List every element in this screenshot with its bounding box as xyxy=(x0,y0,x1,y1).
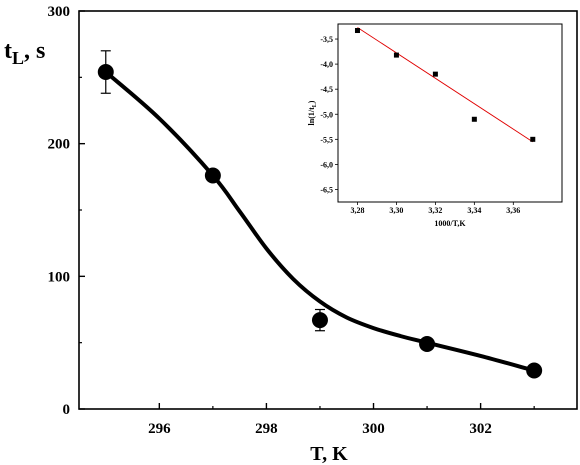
main-data-point xyxy=(204,167,221,184)
inset-plot-frame xyxy=(337,23,563,203)
main-y-tick-label: 100 xyxy=(48,269,71,285)
main-axis-ticks: 296 298 300 302 0 100 200 300 xyxy=(48,4,535,437)
inset-data-point xyxy=(354,28,360,34)
inset-x-tick-label: 3,32 xyxy=(428,206,442,215)
inset-y-tick-label: -5,5 xyxy=(320,135,333,144)
inset-x-tick-label: 3,28 xyxy=(350,206,364,215)
main-x-tick-label: 298 xyxy=(255,421,278,437)
inset-data-point xyxy=(432,71,438,77)
main-data-point xyxy=(526,362,543,379)
main-x-tick-label: 300 xyxy=(362,421,385,437)
main-data-point xyxy=(311,312,328,329)
main-y-axis-label-symbol: t xyxy=(4,38,12,64)
main-y-axis-label: tL, s xyxy=(4,38,45,68)
main-data-point xyxy=(419,335,436,352)
inset-x-tick-label: 3,34 xyxy=(467,206,481,215)
inset-y-axis-label-end: ) xyxy=(307,100,316,103)
inset-fit-line xyxy=(357,27,534,143)
main-x-tick-label: 302 xyxy=(469,421,492,437)
main-y-axis-label-subscript: L xyxy=(12,48,24,68)
inset-y-tick-label: -5,0 xyxy=(320,110,333,119)
inset-axis-ticks: 3,28 3,30 3,32 3,34 3,36 -3,5 -4,0 -4,5 -5,0 -5,5… xyxy=(320,35,520,215)
inset-data-point xyxy=(393,52,399,58)
inset-data-points xyxy=(354,28,536,142)
inset-data-point xyxy=(471,116,477,122)
inset-y-axis-label: ln(1/tL) xyxy=(307,100,318,125)
inset-y-tick-label: -4,0 xyxy=(320,60,333,69)
inset-y-tick-label: -4,5 xyxy=(320,85,333,94)
main-x-axis-label: T, K xyxy=(310,443,348,465)
inset-y-tick-label: -6,5 xyxy=(320,185,333,194)
inset-y-tick-label: -6,0 xyxy=(320,160,333,169)
inset-y-tick-label: -3,5 xyxy=(320,35,333,44)
main-x-tick-label: 296 xyxy=(148,421,171,437)
main-y-tick-label: 0 xyxy=(63,402,71,418)
main-y-tick-label: 200 xyxy=(48,137,71,153)
inset-x-tick-label: 3,30 xyxy=(389,206,403,215)
main-y-axis-label-unit: , s xyxy=(24,38,45,64)
main-data-points xyxy=(97,50,543,379)
main-data-point xyxy=(97,64,114,81)
inset-y-axis-label-main: ln(1/t xyxy=(307,107,316,126)
inset-x-tick-label: 3,36 xyxy=(506,206,520,215)
main-y-tick-label: 300 xyxy=(48,4,71,20)
inset-fit-line-segment xyxy=(357,27,534,143)
inset-data-point xyxy=(530,136,536,142)
inset-y-axis-label-subscript: L xyxy=(312,103,318,107)
inset-x-axis-label: 1000/T,K xyxy=(434,219,466,228)
